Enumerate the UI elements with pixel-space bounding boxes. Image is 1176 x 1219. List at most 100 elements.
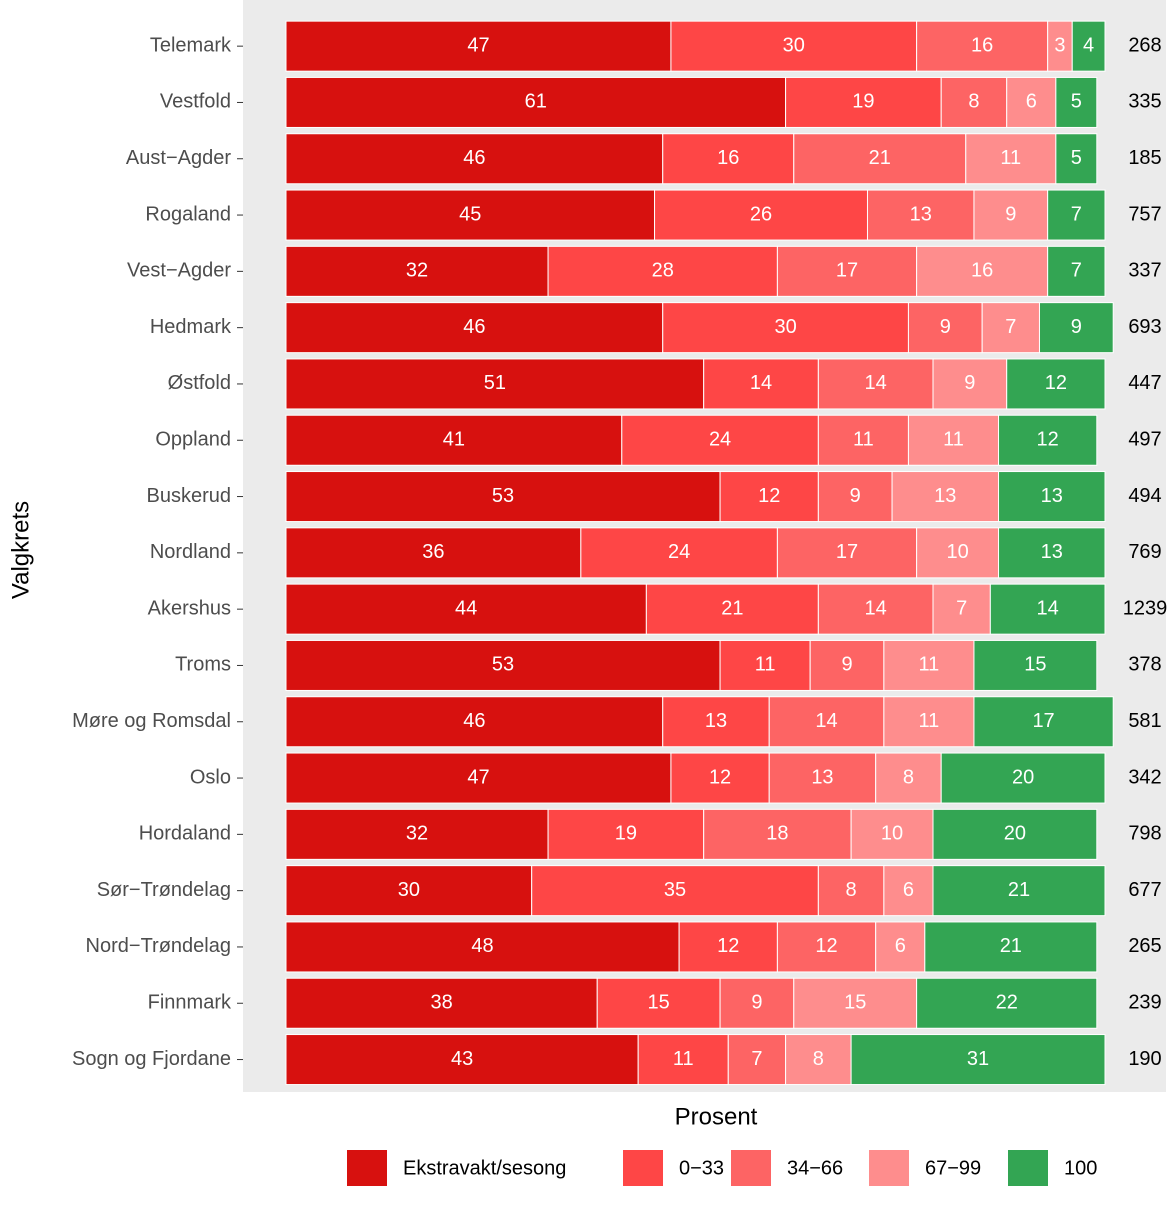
- bar-segment: [531, 865, 819, 917]
- value-label: 43: [451, 1048, 473, 1070]
- total-label: 1239: [1123, 597, 1168, 619]
- legend-key: [347, 1150, 387, 1186]
- total-label: 378: [1128, 654, 1161, 676]
- bar-segment: [662, 696, 770, 748]
- value-label: 16: [717, 147, 739, 169]
- bar-segment: [285, 639, 721, 691]
- total-label: 798: [1128, 823, 1161, 845]
- value-label: 16: [971, 260, 993, 282]
- value-label: 15: [648, 992, 670, 1014]
- bar-segment: [678, 921, 778, 973]
- value-label: 9: [964, 372, 975, 394]
- value-label: 11: [853, 429, 874, 451]
- bar-segment: [989, 583, 1106, 635]
- value-label: 21: [1008, 879, 1030, 901]
- y-tick-label: Nordland: [150, 541, 231, 563]
- total-label: 337: [1128, 260, 1161, 282]
- value-label: 32: [406, 823, 428, 845]
- bar-segment: [580, 527, 778, 579]
- bar-segment: [776, 921, 877, 973]
- bar-segment: [1006, 358, 1106, 410]
- legend-label: 100: [1064, 1157, 1097, 1179]
- value-label: 6: [1026, 91, 1037, 113]
- bar-segment: [719, 977, 795, 1029]
- bar-segment: [932, 583, 991, 635]
- bar-segment: [670, 20, 918, 72]
- total-label: 447: [1128, 372, 1161, 394]
- value-label: 11: [943, 429, 964, 451]
- value-label: 8: [813, 1048, 824, 1070]
- y-tick-label: Oppland: [155, 429, 231, 451]
- bar-segment: [662, 302, 909, 354]
- value-label: 41: [443, 429, 465, 451]
- bar-segment: [850, 1034, 1106, 1086]
- value-label: 17: [836, 541, 858, 563]
- total-label: 757: [1128, 203, 1161, 225]
- bar-segment: [768, 752, 877, 804]
- bar-segment: [907, 414, 1000, 466]
- value-label: 14: [865, 597, 887, 619]
- bar-segment: [932, 865, 1106, 917]
- value-label: 32: [406, 260, 428, 282]
- value-label: 22: [996, 992, 1018, 1014]
- bar-segment: [1006, 76, 1057, 128]
- bar-segment: [817, 358, 934, 410]
- y-tick-label: Vest−Agder: [127, 260, 231, 282]
- bar-segment: [883, 696, 975, 748]
- total-label: 677: [1128, 879, 1161, 901]
- value-label: 13: [811, 766, 833, 788]
- value-label: 15: [844, 992, 866, 1014]
- value-label: 14: [750, 372, 772, 394]
- bar-segment: [1071, 20, 1106, 72]
- bar-segment: [916, 977, 1098, 1029]
- value-label: 53: [492, 654, 514, 676]
- y-tick-label: Østfold: [168, 372, 231, 394]
- value-label: 7: [751, 1048, 762, 1070]
- value-label: 9: [940, 316, 951, 338]
- value-label: 30: [398, 879, 420, 901]
- bar-segment: [924, 921, 1098, 973]
- bar-segment: [285, 921, 680, 973]
- value-label: 8: [903, 766, 914, 788]
- value-label: 11: [1000, 147, 1021, 169]
- value-label: 20: [1012, 766, 1034, 788]
- bar-segment: [285, 20, 672, 72]
- bar-segment: [973, 639, 1098, 691]
- y-tick-label: Hordaland: [139, 823, 231, 845]
- value-label: 48: [471, 935, 493, 957]
- bar-segment: [785, 76, 942, 128]
- value-label: 13: [1041, 541, 1063, 563]
- bar-segment: [621, 414, 819, 466]
- value-label: 12: [1045, 372, 1067, 394]
- bar-segment: [637, 1034, 729, 1086]
- value-label: 17: [1032, 710, 1054, 732]
- value-label: 14: [865, 372, 887, 394]
- value-label: 46: [463, 316, 485, 338]
- total-label: 335: [1128, 91, 1161, 113]
- value-label: 12: [758, 485, 780, 507]
- bar-segment: [1047, 20, 1073, 72]
- bar-segment: [883, 865, 934, 917]
- value-label: 35: [664, 879, 686, 901]
- value-label: 11: [919, 710, 940, 732]
- value-label: 11: [919, 654, 940, 676]
- bar-segment: [285, 808, 549, 860]
- total-label: 268: [1128, 34, 1161, 56]
- y-tick-label: Telemark: [150, 34, 232, 56]
- total-label: 769: [1128, 541, 1161, 563]
- legend-label: Ekstravakt/sesong: [403, 1157, 566, 1179]
- bar-segment: [727, 1034, 787, 1086]
- y-tick-label: Vestfold: [160, 91, 231, 113]
- bar-segment: [785, 1034, 852, 1086]
- bar-segment: [817, 865, 885, 917]
- value-label: 47: [467, 34, 489, 56]
- total-label: 265: [1128, 935, 1161, 957]
- y-tick-label: Troms: [175, 654, 231, 676]
- value-label: 24: [668, 541, 690, 563]
- value-label: 21: [1000, 935, 1022, 957]
- bar-segment: [285, 471, 721, 523]
- bar-segment: [285, 133, 664, 185]
- bar-segment: [547, 808, 705, 860]
- bar-segment: [596, 977, 721, 1029]
- y-tick-label: Sogn og Fjordane: [72, 1048, 231, 1070]
